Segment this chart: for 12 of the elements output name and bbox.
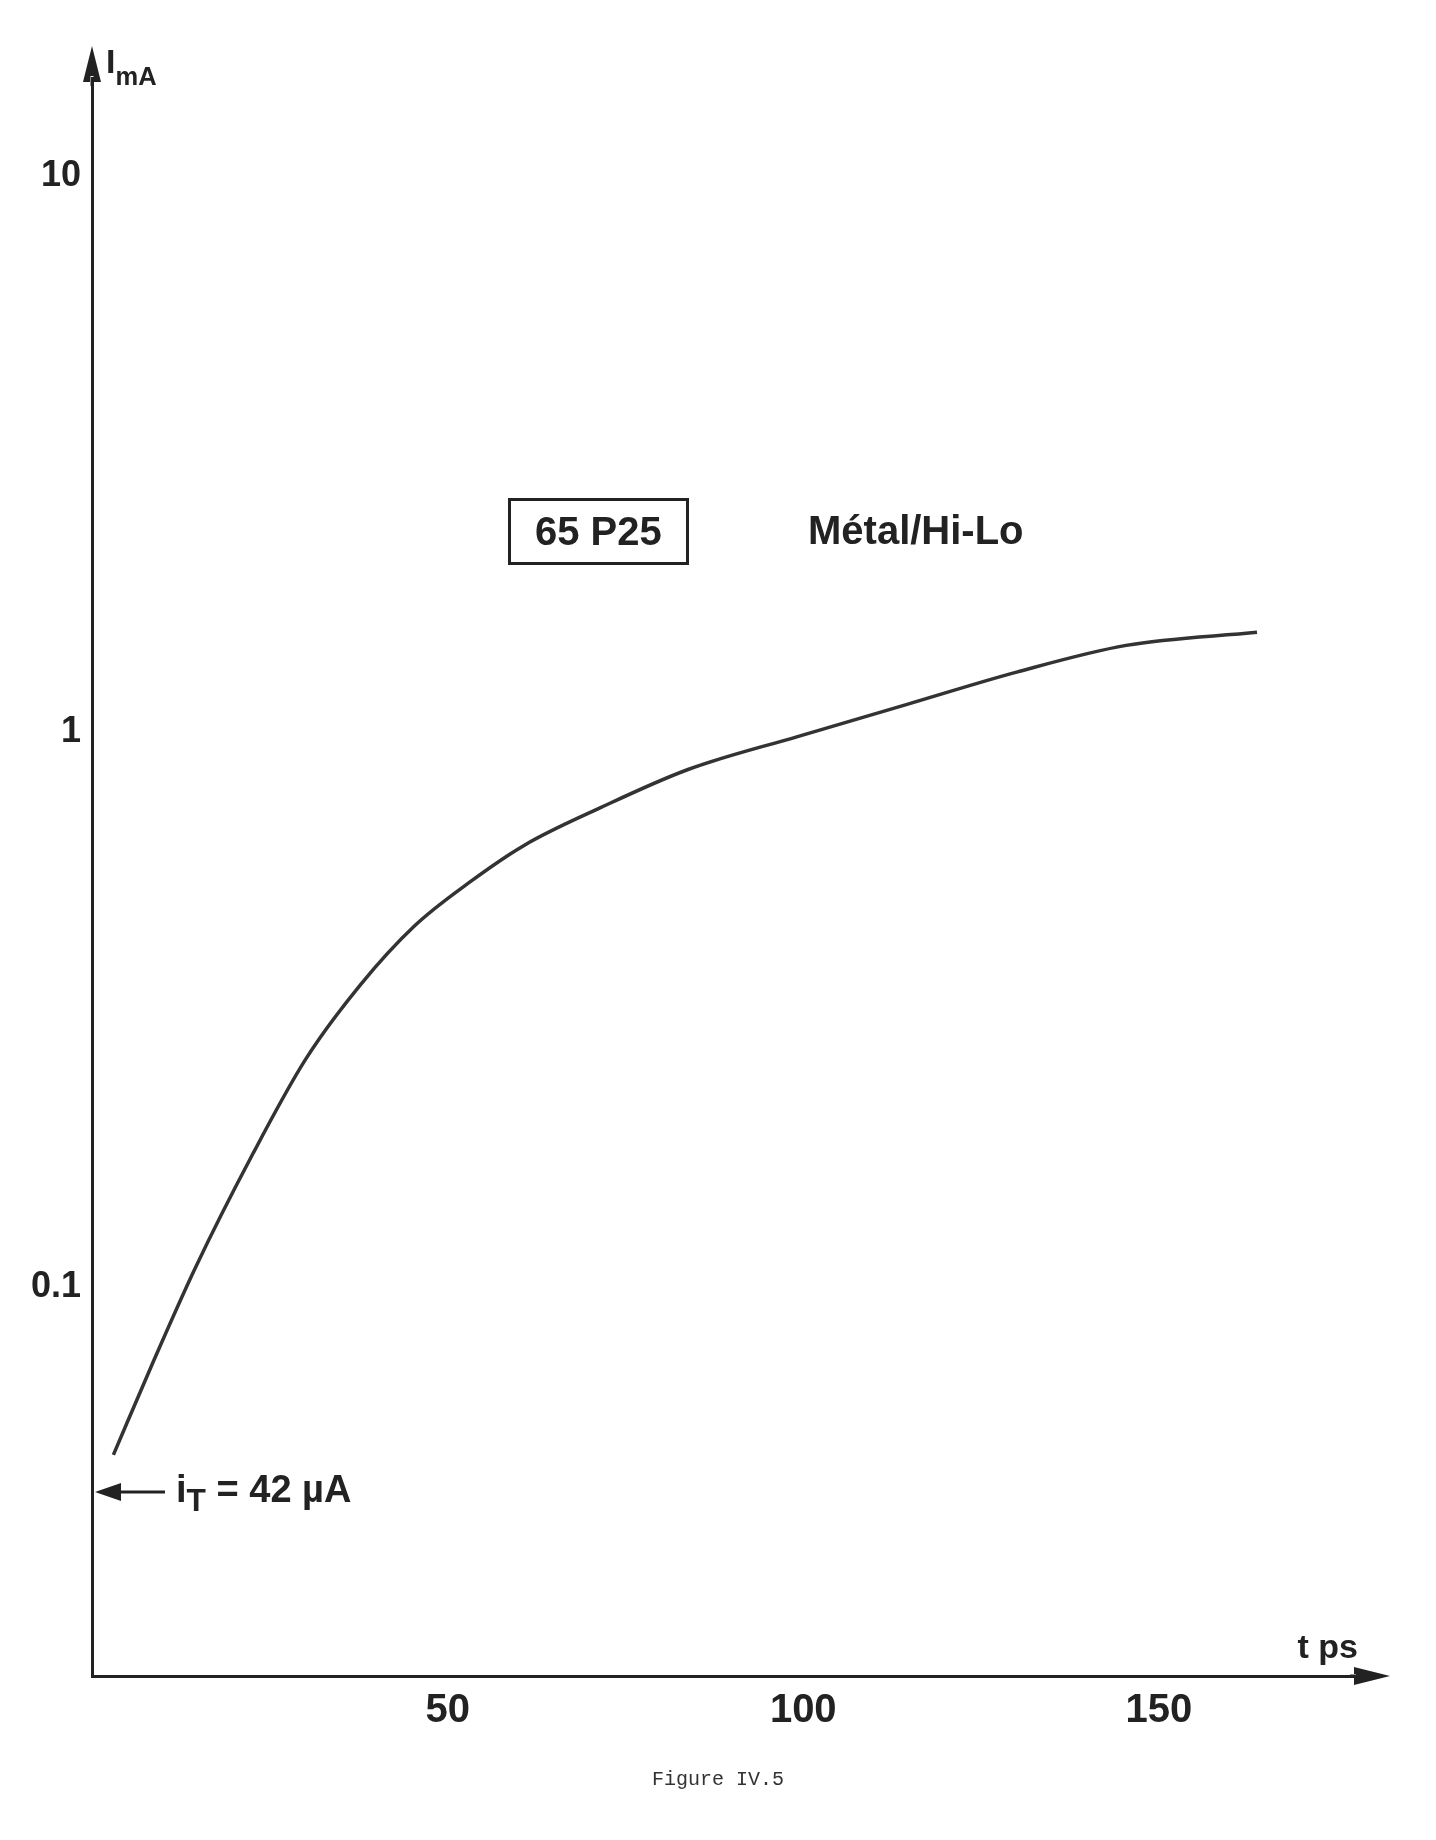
y-tick-label: 10	[41, 152, 82, 194]
line-series	[111, 630, 1259, 1457]
x-tick-label: 100	[769, 1686, 837, 1731]
annotation: i$_{T}$ = 42 µA	[176, 1468, 352, 1519]
x-tick-label: 150	[1125, 1686, 1193, 1731]
x-axis-title: t ps	[1297, 1627, 1358, 1665]
annotation: Métal/Hi-Lo	[808, 508, 1024, 553]
y-tick-label: 0.1	[31, 1264, 82, 1306]
annotation: 65 P25	[508, 498, 689, 565]
text: Figure IV.5	[651, 1768, 785, 1791]
x-tick-label: 50	[425, 1686, 470, 1731]
y-tick-label: 1	[61, 708, 82, 750]
